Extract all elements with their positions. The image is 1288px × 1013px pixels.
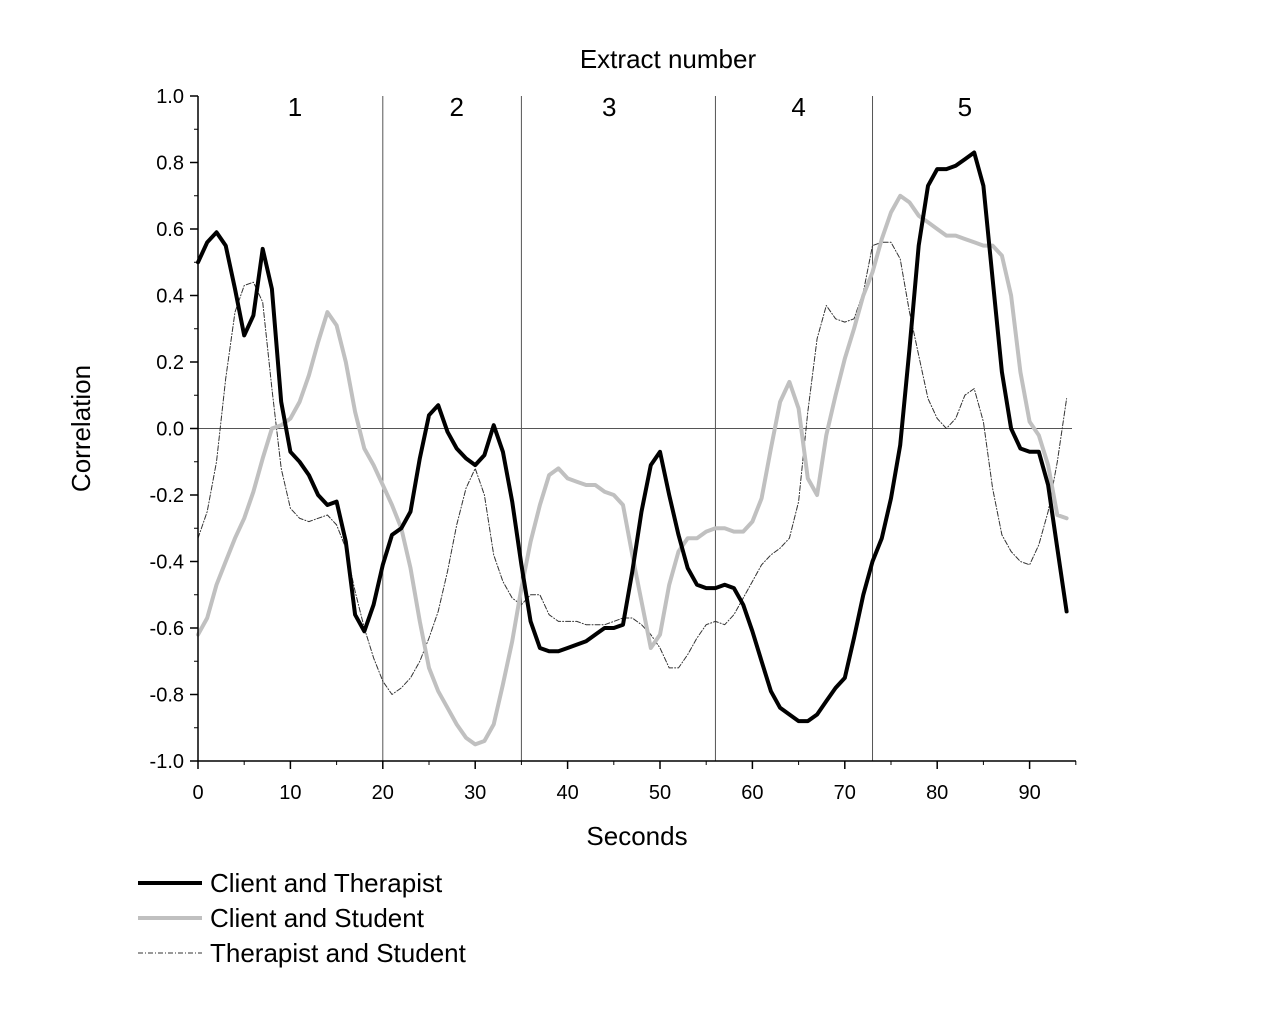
extract-label: 2 xyxy=(449,92,463,122)
legend: Client and Therapist Client and Student … xyxy=(138,868,467,968)
y-tick-label: -0.6 xyxy=(150,618,184,640)
extract-label: 3 xyxy=(602,92,616,122)
x-tick-label: 60 xyxy=(741,782,763,804)
x-tick-labels: 0 10 20 30 40 50 60 70 80 90 xyxy=(192,761,1077,804)
x-tick-label: 10 xyxy=(279,782,301,804)
y-axis-title: Correlation xyxy=(66,365,96,492)
y-tick-label: -0.8 xyxy=(150,685,184,707)
series-line-therapist-and-student xyxy=(197,241,1068,695)
x-tick-label: 80 xyxy=(926,782,948,804)
legend-label-client-therapist: Client and Therapist xyxy=(210,868,443,898)
x-tick-label: 90 xyxy=(1018,782,1040,804)
x-tick-label: 40 xyxy=(556,782,578,804)
extract-labels: 1 2 3 4 5 xyxy=(288,92,972,122)
y-tick-label: 0.0 xyxy=(156,419,184,441)
y-tick-label: 0.2 xyxy=(156,352,184,374)
y-tick-label: 1.0 xyxy=(156,86,184,108)
y-tick-label: 0.8 xyxy=(156,153,184,175)
x-tick-label: 70 xyxy=(834,782,856,804)
legend-label-therapist-student: Therapist and Student xyxy=(210,938,467,968)
top-axis-title: Extract number xyxy=(580,44,757,74)
y-tick-label: -0.2 xyxy=(150,485,184,507)
extract-label: 4 xyxy=(791,92,805,122)
extract-label: 5 xyxy=(958,92,972,122)
x-axis-title: Seconds xyxy=(586,821,687,851)
y-tick-label: -0.4 xyxy=(150,552,184,574)
y-tick-label: -1.0 xyxy=(150,751,184,773)
x-tick-label: 20 xyxy=(372,782,394,804)
x-tick-label: 50 xyxy=(649,782,671,804)
y-tick-label: 0.6 xyxy=(156,219,184,241)
y-tick-label: 0.4 xyxy=(156,286,184,308)
y-tick-labels: -1.0 -0.8 -0.6 -0.4 -0.2 0.0 0.2 0.4 0.6 0.8 1.0 xyxy=(150,86,198,773)
extract-label: 1 xyxy=(288,92,302,122)
x-tick-label: 30 xyxy=(464,782,486,804)
x-tick-label: 0 xyxy=(192,782,203,804)
series-lines xyxy=(196,150,1069,747)
legend-label-client-student: Client and Student xyxy=(210,903,425,933)
series-line-client-and-therapist xyxy=(196,150,1069,724)
series-line-client-and-student xyxy=(196,193,1069,747)
